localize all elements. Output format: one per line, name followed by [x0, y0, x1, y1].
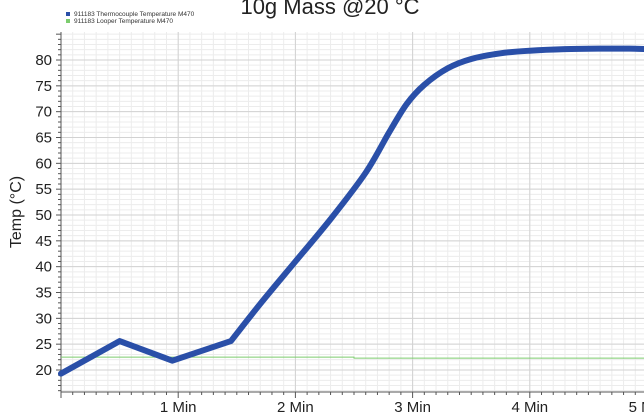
y-tick-label: 70: [35, 104, 52, 121]
y-tick-label: 60: [35, 155, 52, 172]
legend-swatch: [66, 12, 70, 16]
series-line-looper: [61, 356, 644, 359]
y-tick-label: 40: [35, 259, 52, 276]
chart-title: 10g Mass @20 °C: [240, 0, 419, 19]
y-tick-label: 25: [35, 336, 52, 353]
x-tick-label: 1 Min: [160, 399, 197, 412]
series-line-thermocouple: [58, 45, 644, 377]
y-tick-label: 50: [35, 207, 52, 224]
y-tick-label: 20: [35, 362, 52, 379]
y-tick-label: 65: [35, 130, 52, 147]
y-tick-label: 75: [35, 78, 52, 95]
legend-swatch: [66, 19, 70, 23]
legend-label: 911183 Thermocouple Temperature M470: [74, 11, 195, 18]
legend-label: 911183 Looper Temperature M470: [74, 18, 173, 25]
x-tick-label: 4 Min: [511, 399, 548, 412]
y-tick-label: 35: [35, 285, 52, 302]
y-tick-label: 45: [35, 233, 52, 250]
y-tick-label: 55: [35, 181, 52, 198]
x-tick-label: 2 Min: [277, 399, 314, 412]
x-tick-label: 5 Min: [629, 399, 644, 412]
y-axis-label: Temp (°C): [8, 176, 25, 248]
y-tick-label: 30: [35, 310, 52, 327]
x-tick-label: 3 Min: [394, 399, 431, 412]
y-tick-label: 80: [35, 52, 52, 69]
